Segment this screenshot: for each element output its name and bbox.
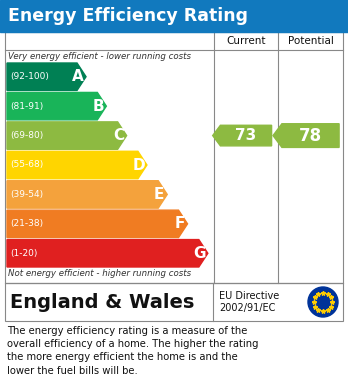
Text: (39-54): (39-54) bbox=[10, 190, 43, 199]
Bar bbox=[5, 283, 343, 321]
Polygon shape bbox=[7, 181, 167, 208]
Text: A: A bbox=[72, 69, 84, 84]
Text: (21-38): (21-38) bbox=[10, 219, 43, 228]
Text: (92-100): (92-100) bbox=[10, 72, 49, 81]
Text: Current: Current bbox=[226, 36, 266, 46]
Polygon shape bbox=[7, 63, 86, 90]
Polygon shape bbox=[7, 240, 208, 267]
Text: E: E bbox=[154, 187, 164, 202]
Text: F: F bbox=[174, 216, 185, 231]
Bar bbox=[5, 32, 343, 283]
Text: B: B bbox=[93, 99, 104, 114]
Polygon shape bbox=[273, 124, 339, 147]
Text: EU Directive
2002/91/EC: EU Directive 2002/91/EC bbox=[219, 291, 279, 313]
Text: (69-80): (69-80) bbox=[10, 131, 43, 140]
Text: D: D bbox=[133, 158, 145, 172]
Text: Energy Efficiency Rating: Energy Efficiency Rating bbox=[8, 7, 248, 25]
Text: (1-20): (1-20) bbox=[10, 249, 37, 258]
Polygon shape bbox=[7, 122, 127, 149]
Text: Potential: Potential bbox=[287, 36, 333, 46]
Circle shape bbox=[308, 287, 338, 317]
Text: 78: 78 bbox=[299, 127, 322, 145]
Polygon shape bbox=[7, 151, 147, 179]
Text: England & Wales: England & Wales bbox=[10, 292, 195, 312]
Polygon shape bbox=[213, 125, 271, 146]
Text: G: G bbox=[193, 246, 206, 261]
Bar bbox=[0, 0, 348, 32]
Text: Very energy efficient - lower running costs: Very energy efficient - lower running co… bbox=[8, 52, 191, 61]
Text: C: C bbox=[113, 128, 124, 143]
Polygon shape bbox=[7, 92, 106, 120]
Text: Not energy efficient - higher running costs: Not energy efficient - higher running co… bbox=[8, 269, 191, 278]
Text: (55-68): (55-68) bbox=[10, 160, 43, 170]
Text: 73: 73 bbox=[235, 128, 256, 143]
Polygon shape bbox=[7, 210, 188, 238]
Text: (81-91): (81-91) bbox=[10, 102, 43, 111]
Text: The energy efficiency rating is a measure of the
overall efficiency of a home. T: The energy efficiency rating is a measur… bbox=[7, 326, 259, 376]
